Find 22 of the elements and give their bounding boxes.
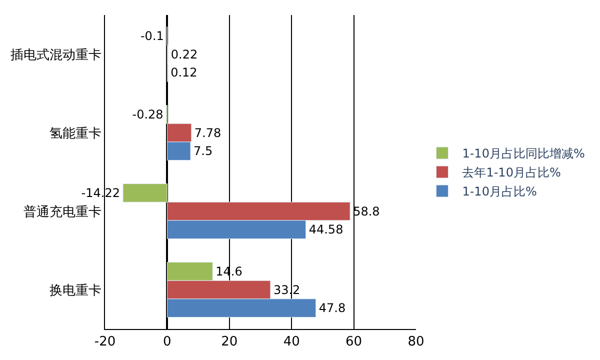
legend-label: 1-10月占比同比增减% [462, 146, 585, 161]
x-tick-label: 40 [283, 334, 300, 350]
x-tick-label: -20 [94, 334, 116, 350]
data-label: 0.12 [170, 66, 198, 80]
legend-label: 1-10月占比% [462, 184, 537, 199]
data-label: 58.8 [353, 204, 380, 218]
y-tick-label: 插电式混动重卡 [10, 48, 102, 63]
data-label: -0.1 [140, 28, 164, 43]
y-tick-label: 换电重卡 [49, 283, 102, 298]
data-label: 7.5 [194, 144, 213, 158]
data-label: 7.78 [194, 126, 222, 140]
data-label: -0.28 [132, 107, 164, 122]
data-label: 0.22 [170, 47, 198, 62]
x-tick-label: 20 [221, 334, 238, 350]
y-tick-label: 氢能重卡 [49, 126, 102, 142]
data-label: 47.8 [318, 301, 346, 316]
x-tick-label: 0 [163, 334, 172, 350]
x-tick-label: 80 [408, 334, 424, 350]
legend-label: 去年1-10月占比% [462, 166, 561, 180]
x-tick-label: 60 [346, 334, 362, 350]
y-tick-label: 普通充电重卡 [23, 204, 102, 220]
data-label: 44.58 [308, 222, 344, 237]
